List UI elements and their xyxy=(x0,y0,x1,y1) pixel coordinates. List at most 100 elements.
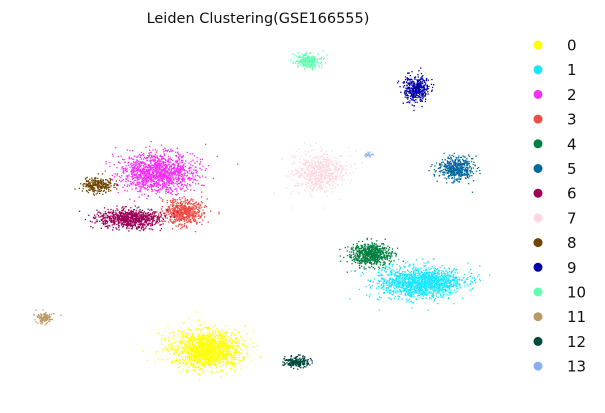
data-point xyxy=(177,159,179,161)
data-point xyxy=(404,290,406,292)
data-point xyxy=(442,291,444,294)
data-point xyxy=(141,153,144,156)
data-point xyxy=(219,336,222,338)
data-point xyxy=(391,294,394,296)
data-point xyxy=(184,203,186,205)
data-point xyxy=(192,174,194,176)
data-point xyxy=(413,271,415,273)
data-point xyxy=(190,356,193,358)
data-point xyxy=(400,286,402,288)
data-point xyxy=(436,280,438,282)
data-point xyxy=(173,360,175,362)
data-point xyxy=(148,173,151,175)
data-point xyxy=(164,163,166,165)
data-point xyxy=(193,348,195,350)
data-point xyxy=(162,173,165,176)
data-point xyxy=(237,332,240,334)
data-point xyxy=(194,352,196,355)
data-point xyxy=(427,287,430,289)
data-point xyxy=(147,157,149,159)
data-point xyxy=(443,288,445,290)
data-point xyxy=(197,351,200,353)
data-point xyxy=(173,209,176,211)
data-point xyxy=(185,209,187,211)
data-point xyxy=(205,362,208,364)
data-point xyxy=(177,178,179,180)
data-point xyxy=(478,274,480,276)
data-point xyxy=(192,344,195,346)
data-point xyxy=(190,178,192,180)
data-point xyxy=(225,361,228,363)
data-point xyxy=(202,212,204,214)
data-point xyxy=(418,287,420,290)
data-point xyxy=(197,339,199,341)
data-point xyxy=(204,363,206,365)
data-point xyxy=(204,346,207,348)
data-point xyxy=(138,167,140,170)
data-point xyxy=(411,283,413,285)
data-point xyxy=(234,334,236,336)
data-point xyxy=(192,363,194,365)
data-point xyxy=(219,344,221,346)
data-point xyxy=(192,159,194,161)
data-point xyxy=(185,346,187,349)
data-point xyxy=(370,279,372,281)
data-point xyxy=(220,340,222,342)
data-point xyxy=(426,275,428,277)
data-point xyxy=(181,337,183,340)
data-point xyxy=(136,170,138,172)
data-point xyxy=(209,355,212,358)
data-point xyxy=(127,161,130,163)
data-point xyxy=(408,281,410,283)
data-point xyxy=(429,277,431,280)
data-point xyxy=(402,281,404,284)
data-point xyxy=(179,205,181,208)
data-point xyxy=(216,355,218,357)
data-point xyxy=(404,278,406,280)
data-point xyxy=(386,279,388,281)
data-point xyxy=(173,163,175,165)
data-point xyxy=(171,183,173,185)
data-point xyxy=(138,196,140,198)
data-point xyxy=(475,281,477,283)
data-point xyxy=(173,209,175,211)
data-point xyxy=(160,155,162,158)
data-point xyxy=(214,335,216,338)
data-point xyxy=(210,360,212,362)
data-point xyxy=(225,353,227,355)
data-point xyxy=(163,348,166,350)
data-point xyxy=(159,165,161,167)
data-point xyxy=(173,170,175,172)
data-point xyxy=(205,349,207,351)
data-point xyxy=(171,214,173,216)
data-point xyxy=(175,352,177,354)
data-point xyxy=(378,269,380,271)
data-point xyxy=(105,163,107,165)
data-point xyxy=(194,347,197,349)
data-point xyxy=(211,359,214,362)
data-point xyxy=(210,346,213,348)
data-point xyxy=(416,283,418,286)
data-point xyxy=(123,158,125,161)
data-point xyxy=(428,281,430,284)
data-point xyxy=(435,274,437,277)
data-point xyxy=(205,363,207,365)
data-point xyxy=(459,284,461,286)
data-point xyxy=(398,285,401,288)
data-point xyxy=(433,267,435,269)
data-point xyxy=(151,170,154,172)
data-point xyxy=(419,287,421,289)
data-point xyxy=(422,283,424,285)
data-point xyxy=(414,278,416,280)
data-point xyxy=(231,356,233,358)
data-point xyxy=(185,189,187,192)
data-point xyxy=(167,191,169,193)
data-point xyxy=(183,165,185,167)
data-point xyxy=(214,343,216,346)
data-point xyxy=(204,357,206,359)
data-point xyxy=(144,173,146,175)
data-point xyxy=(201,191,203,193)
data-point xyxy=(176,174,178,176)
data-point xyxy=(217,354,219,356)
data-point xyxy=(393,270,395,272)
